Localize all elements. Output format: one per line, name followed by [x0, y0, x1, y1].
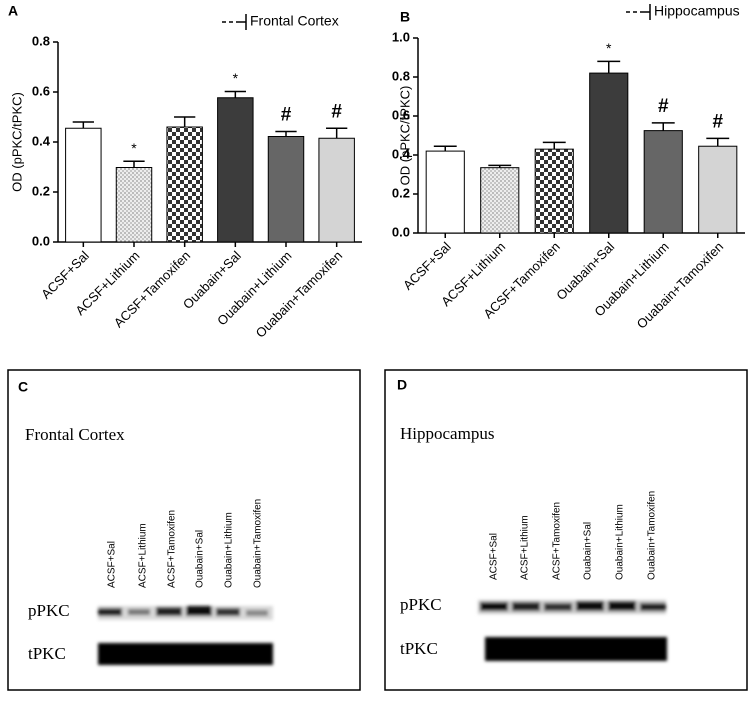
lane-label: Ouabain+Lithium	[224, 512, 235, 588]
y-tick-label: 0.4	[392, 146, 411, 161]
lane-label: ACSF+Tamoxifen	[167, 510, 178, 588]
y-tick-label: 0.8	[32, 33, 50, 48]
bar	[643, 130, 683, 234]
bar	[217, 97, 254, 243]
bar	[318, 137, 355, 243]
y-tick-label: 0.0	[32, 233, 50, 248]
x-tick-label: Ouabain+Tamoxifen	[253, 248, 346, 341]
lane-label: ACSF+Tamoxifen	[552, 502, 563, 580]
blot-bands	[98, 606, 273, 665]
panel-letter: C	[18, 379, 28, 395]
panel-frame	[384, 369, 748, 691]
y-axis-label: OD (pPKC/tPKC)	[9, 92, 24, 192]
bar	[166, 126, 203, 243]
y-tick-label: 0.2	[392, 185, 410, 200]
annotation: #	[331, 101, 342, 122]
x-tick-label: ACSF+Sal	[38, 248, 92, 302]
lane-label: Ouabain+Sal	[583, 522, 594, 580]
bar	[115, 167, 153, 243]
bar	[534, 148, 574, 234]
annotation: #	[281, 105, 292, 126]
y-tick-label: 0.2	[32, 183, 50, 198]
annotation: #	[658, 96, 669, 117]
bar	[480, 167, 520, 234]
legend-label: Hippocampus	[654, 3, 740, 19]
bar	[698, 145, 738, 234]
lane-label: ACSF+Sal	[489, 533, 500, 580]
bar	[425, 150, 465, 234]
y-tick-label: 0.4	[32, 133, 51, 148]
panel-letter: A	[8, 3, 18, 19]
panel-letter: B	[400, 9, 410, 25]
row-label: pPKC	[28, 601, 70, 620]
row-label: tPKC	[400, 639, 438, 658]
bar	[589, 72, 629, 234]
annotation: *	[233, 70, 239, 86]
y-tick-label: 0.6	[32, 83, 50, 98]
y-tick-label: 0.6	[392, 107, 410, 122]
legend-label: Frontal Cortex	[250, 13, 339, 29]
y-tick-label: 0.0	[392, 224, 410, 239]
annotation: *	[131, 140, 137, 156]
blot-bands	[478, 600, 667, 661]
panel-letter: D	[397, 377, 407, 393]
lane-label: ACSF+Lithium	[520, 515, 531, 580]
y-axis-label: OD (pPKC/tPKC)	[397, 86, 412, 186]
bar	[267, 136, 305, 243]
x-tick-label: ACSF+Sal	[400, 239, 454, 293]
lane-label: Ouabain+Sal	[195, 530, 206, 588]
annotation: *	[606, 40, 612, 56]
lane-label: Ouabain+Lithium	[615, 504, 626, 580]
panel-title: Frontal Cortex	[25, 425, 125, 444]
y-tick-label: 1.0	[392, 29, 410, 44]
lane-label: Ouabain+Tamoxifen	[253, 499, 264, 588]
panel-frame	[7, 369, 361, 691]
annotation: #	[712, 111, 723, 132]
lane-label: ACSF+Sal	[107, 541, 118, 588]
y-tick-label: 0.8	[392, 68, 410, 83]
panel-title: Hippocampus	[400, 424, 494, 443]
row-label: tPKC	[28, 644, 66, 663]
lane-label: ACSF+Lithium	[138, 523, 149, 588]
bar	[65, 127, 102, 243]
row-label: pPKC	[400, 595, 442, 614]
lane-label: Ouabain+Tamoxifen	[647, 491, 658, 580]
